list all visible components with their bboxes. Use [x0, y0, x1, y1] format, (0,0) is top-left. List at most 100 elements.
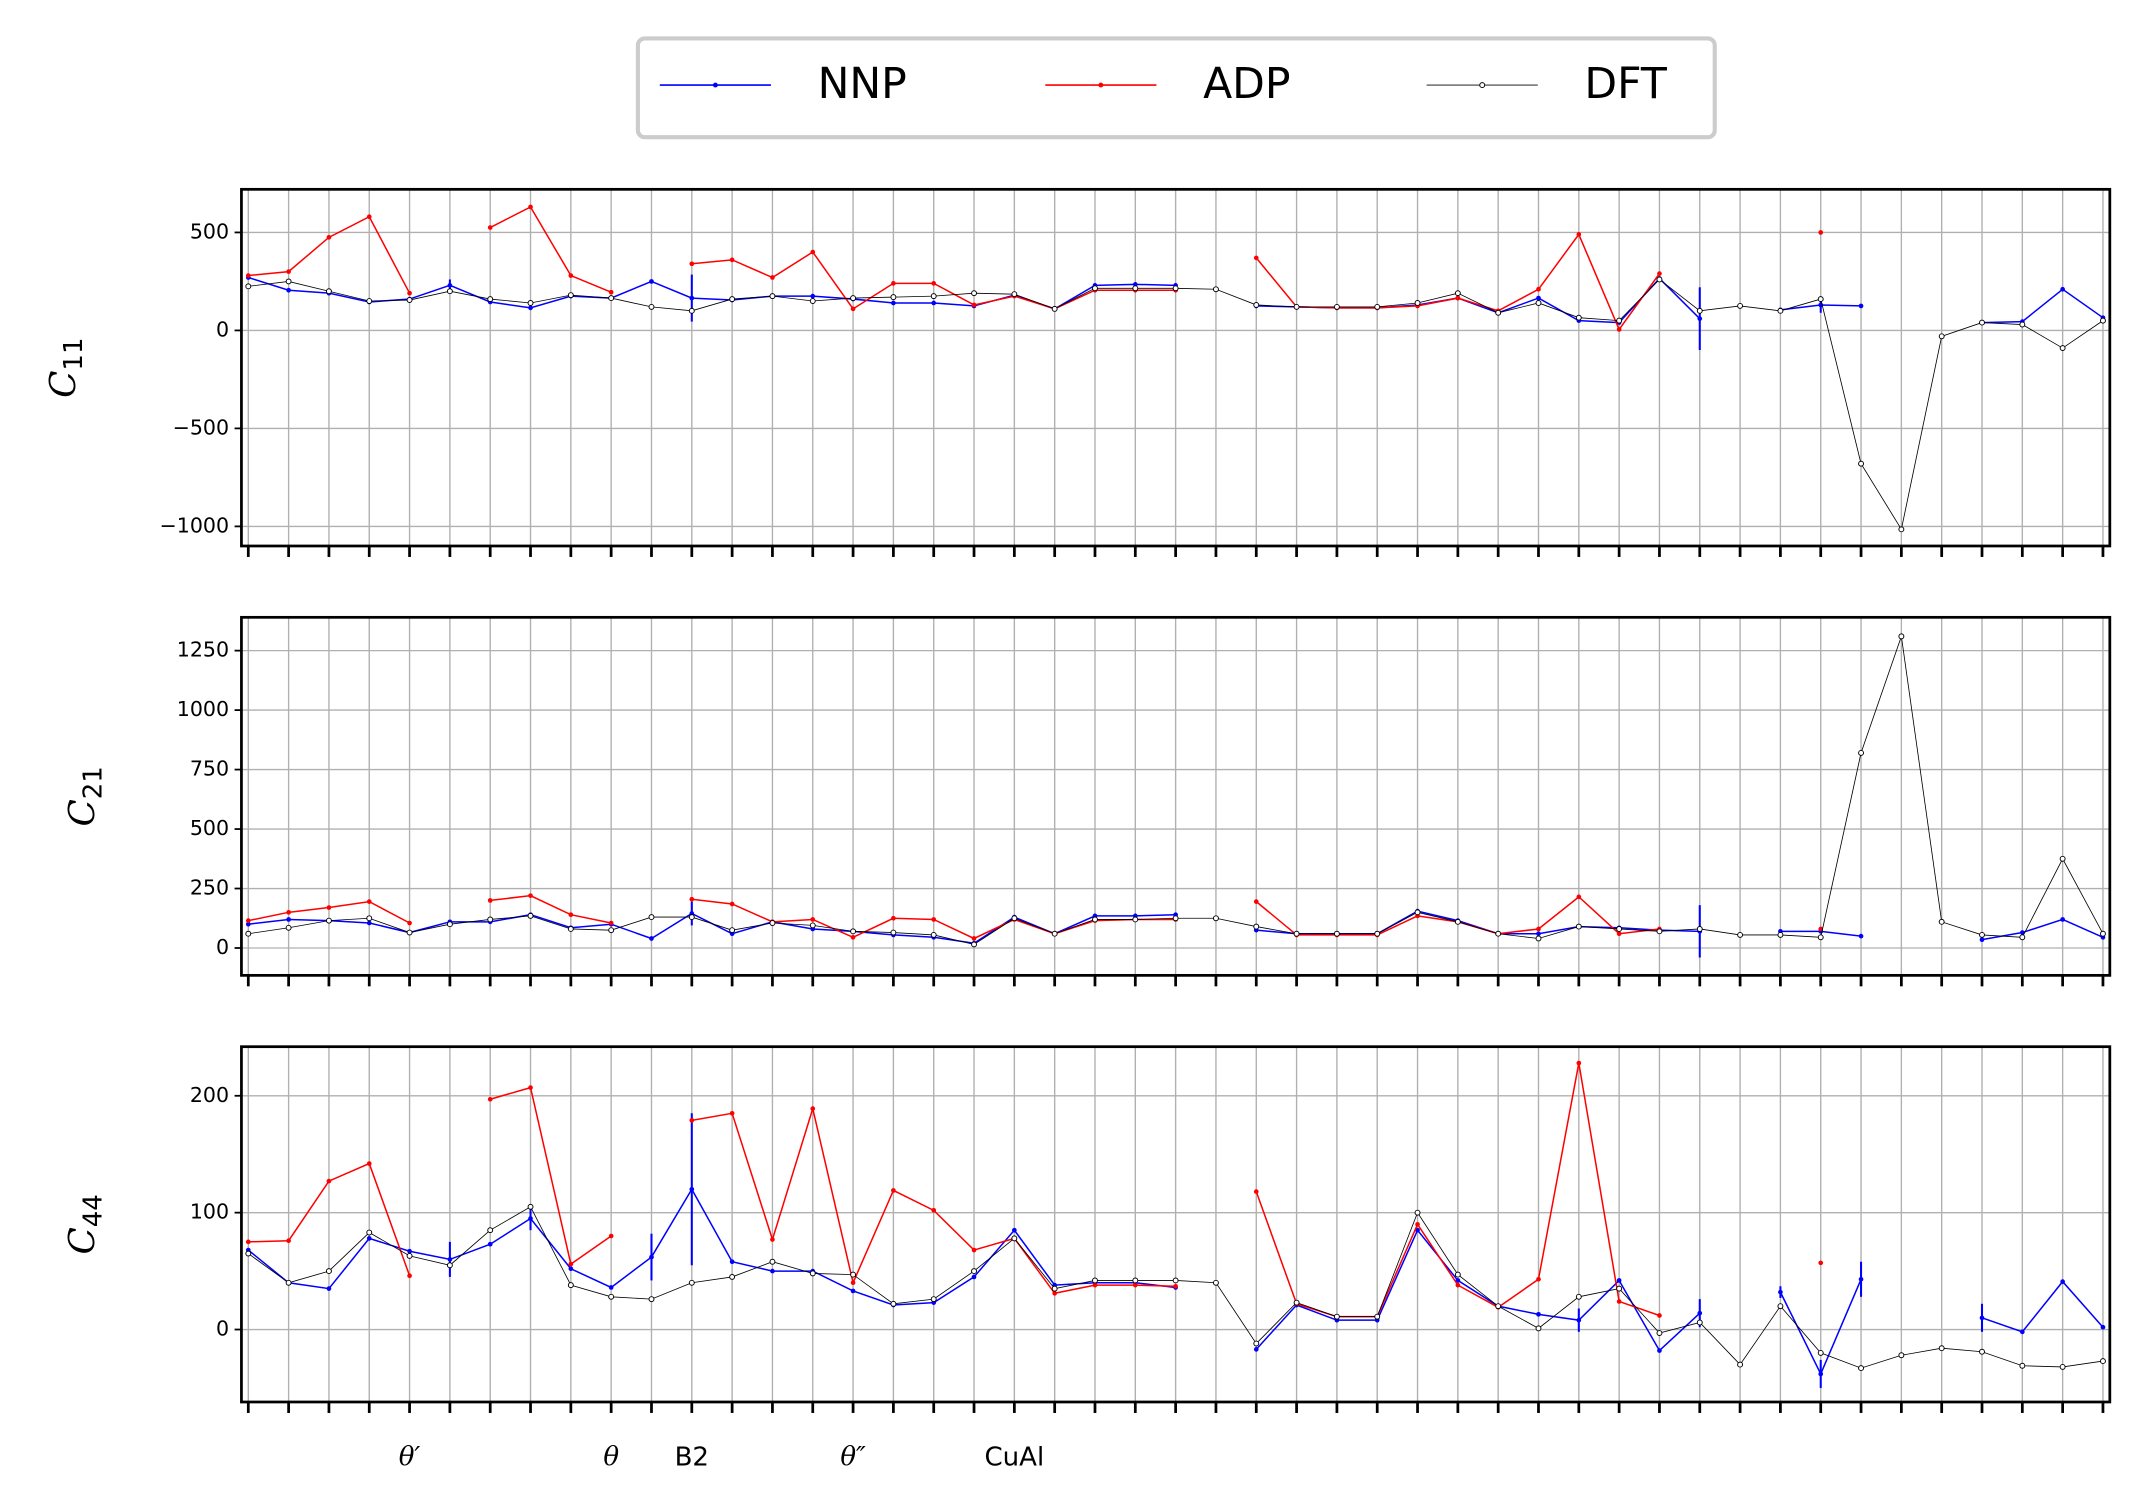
data-point [1536, 295, 1541, 301]
data-point [446, 921, 453, 928]
data-point [648, 303, 655, 310]
data-point [568, 273, 574, 278]
data-point [971, 302, 977, 308]
data-point [325, 288, 332, 295]
data-point [608, 1233, 614, 1239]
data-point [1414, 1209, 1421, 1216]
data-point [1938, 918, 1945, 925]
data-point [1817, 934, 1824, 941]
data-point [1979, 1348, 1985, 1355]
data-point [890, 294, 897, 301]
data-point [1455, 1282, 1461, 1288]
data-point [729, 927, 736, 934]
data-point [2019, 930, 2025, 935]
data-point [406, 1252, 413, 1259]
data-point [366, 899, 372, 904]
data-point [245, 921, 251, 927]
data-point [366, 214, 372, 220]
data-point [891, 300, 896, 306]
data-point [1414, 300, 1421, 306]
data-point [1656, 1330, 1663, 1336]
y-tick-label: 500 [190, 816, 229, 840]
data-point [810, 293, 816, 299]
data-point [568, 1266, 574, 1272]
data-point [971, 1274, 977, 1280]
data-point [2060, 917, 2065, 922]
data-point [1051, 930, 1058, 937]
data-point [326, 235, 332, 240]
data-point [1253, 1347, 1259, 1352]
data-point [567, 1282, 574, 1289]
data-point [1576, 1060, 1582, 1066]
data-point [407, 1248, 412, 1254]
data-point [1172, 915, 1179, 922]
data-point [366, 1236, 372, 1241]
x-tick-label: CuAl [984, 1443, 1044, 1473]
data-point [1696, 1319, 1703, 1326]
data-point [1576, 1317, 1582, 1323]
data-point [850, 295, 857, 302]
data-point [850, 306, 856, 312]
data-point [689, 295, 695, 301]
data-point [608, 289, 614, 295]
y-tick-label: −500 [173, 415, 229, 439]
data-point [1616, 931, 1622, 937]
data-point [285, 924, 292, 931]
data-point [648, 1296, 655, 1303]
data-point [1858, 460, 1864, 467]
data-point [366, 920, 372, 926]
data-point [1616, 1278, 1622, 1283]
data-point [406, 297, 413, 303]
data-point [1697, 1310, 1703, 1316]
data-point [891, 281, 896, 286]
data-point [286, 917, 291, 922]
data-point [2019, 934, 2026, 941]
data-point [2100, 1358, 2106, 1365]
data-point [1616, 926, 1623, 932]
data-point [1536, 1276, 1541, 1282]
y-tick-label: 750 [190, 757, 229, 781]
data-point [2100, 317, 2106, 324]
data-point [567, 292, 574, 299]
data-point [1656, 276, 1663, 283]
data-point [1455, 295, 1461, 301]
data-point [931, 281, 937, 286]
data-point [770, 1237, 775, 1242]
data-point [809, 298, 816, 304]
data-point [1818, 1371, 1824, 1377]
data-point [770, 275, 775, 280]
data-point [930, 931, 937, 938]
data-point [1132, 282, 1138, 287]
data-point [286, 287, 291, 293]
data-point [649, 936, 654, 941]
data-point [689, 1117, 695, 1123]
data-point [366, 915, 373, 922]
data-point [1092, 1277, 1098, 1284]
data-point [487, 296, 494, 303]
data-point [1011, 1235, 1018, 1242]
data-point [407, 920, 412, 926]
data-point [1616, 317, 1623, 324]
data-point [1858, 1276, 1864, 1282]
x-tick-label: B2 [675, 1443, 709, 1473]
data-point [326, 905, 332, 910]
data-point [1898, 633, 1905, 640]
data-point [1576, 232, 1582, 237]
data-point [850, 934, 856, 940]
data-point [1858, 933, 1864, 939]
data-point [971, 941, 977, 948]
y-axis-label: C11 [43, 337, 89, 397]
legend-label: DFT [1584, 60, 1667, 109]
data-point [1454, 918, 1461, 925]
data-point [2059, 345, 2066, 352]
data-point [1657, 271, 1662, 276]
data-point [446, 1262, 453, 1269]
data-point [1132, 285, 1139, 292]
data-point [286, 269, 291, 274]
axes-frame [240, 187, 2112, 548]
data-point [2100, 930, 2106, 937]
y-tick-label: 1250 [177, 638, 229, 662]
data-point [688, 1279, 695, 1286]
data-point [931, 300, 937, 306]
